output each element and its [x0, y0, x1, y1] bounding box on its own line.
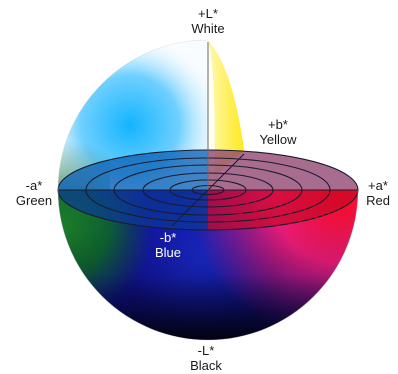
top-sign: +L*: [198, 6, 218, 21]
back-name: Yellow: [259, 132, 297, 147]
top-name: White: [191, 21, 225, 36]
yellow-cut-face: [208, 40, 244, 178]
axis-label-left: -a* Green: [16, 178, 52, 208]
right-sign: +a*: [368, 178, 388, 193]
right-name: Red: [366, 193, 390, 208]
axis-label-back: +b* Yellow: [259, 117, 296, 147]
front-name: Blue: [154, 245, 182, 260]
axis-label-bottom: -L* Black: [190, 343, 222, 373]
axis-label-front: -b* Blue: [155, 230, 181, 260]
axis-label-right: +a* Red: [366, 178, 390, 208]
bottom-name: Black: [190, 358, 222, 373]
bottom-sign: -L*: [197, 343, 215, 358]
back-sign: +b*: [268, 117, 288, 132]
left-name: Green: [15, 193, 53, 208]
left-sign: -a*: [25, 178, 43, 193]
front-sign: -b*: [159, 230, 177, 245]
sphere-outline: [57, 39, 359, 341]
yellow-cut-shadow: [208, 40, 215, 178]
axis-label-top: +L* White: [191, 6, 224, 36]
